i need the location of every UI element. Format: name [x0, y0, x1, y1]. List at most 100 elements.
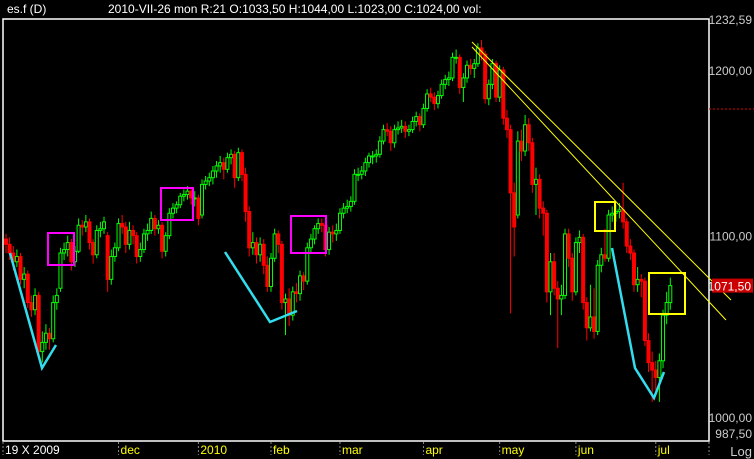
candle-body: [301, 275, 306, 282]
candle-body: [131, 229, 136, 237]
candle: [486, 79, 491, 106]
candle: [308, 233, 313, 254]
candle-body: [36, 294, 41, 353]
highlight-box: [290, 215, 327, 254]
candle: [602, 228, 607, 262]
candle: [225, 152, 230, 173]
candle: [563, 228, 568, 299]
candle: [247, 206, 252, 257]
candle-body: [160, 224, 165, 252]
candle-body: [298, 275, 303, 295]
candle: [254, 237, 259, 264]
candle-body: [345, 205, 350, 209]
candle: [272, 228, 277, 262]
candle: [243, 167, 248, 222]
candle: [566, 228, 571, 268]
candle-body: [588, 316, 593, 329]
candle: [102, 216, 107, 234]
candle-body: [276, 233, 281, 245]
log-scale-label[interactable]: Log: [730, 444, 752, 459]
candle-body: [319, 223, 324, 226]
candle: [334, 223, 339, 241]
candle-body: [432, 96, 437, 105]
candle-body: [334, 229, 339, 235]
candle-body: [54, 294, 59, 304]
time-tick-label: jun: [577, 443, 594, 457]
candle: [298, 270, 303, 301]
candle-body: [668, 285, 673, 304]
candle: [221, 157, 226, 180]
candle: [109, 249, 114, 285]
candle-body: [606, 214, 611, 259]
candle-body: [330, 231, 335, 235]
annotations: [8, 41, 732, 401]
candle-body: [214, 165, 219, 172]
candle: [396, 121, 401, 135]
candle: [51, 295, 56, 343]
candle-body: [635, 278, 640, 286]
candle: [570, 253, 575, 301]
highlight-box: [594, 201, 616, 232]
candle-body: [450, 56, 455, 79]
candle-body: [127, 229, 132, 245]
candle-body: [145, 229, 150, 235]
candle: [265, 256, 270, 292]
candle: [512, 182, 517, 257]
candle-body: [149, 217, 154, 231]
candle: [25, 270, 30, 308]
candle: [290, 286, 295, 321]
candle-body: [530, 142, 535, 185]
candle: [385, 123, 390, 137]
candle-body: [642, 280, 647, 342]
candle-body: [163, 235, 168, 252]
candle: [523, 114, 528, 156]
candle: [410, 116, 415, 133]
wedge-line: [223, 251, 298, 324]
candle-body: [501, 69, 506, 119]
candle-body: [439, 83, 444, 97]
candle: [170, 203, 175, 219]
candle: [417, 113, 422, 132]
candle: [483, 51, 488, 104]
candle: [261, 239, 266, 275]
candle: [120, 214, 125, 234]
candle-body: [359, 170, 364, 175]
candle-body: [483, 53, 488, 100]
candle-body: [261, 243, 266, 266]
candle-body: [120, 223, 125, 228]
candle-body: [51, 302, 56, 340]
candle-body: [65, 242, 70, 251]
candle: [581, 233, 586, 310]
candle-body: [69, 242, 74, 263]
candle: [345, 199, 350, 214]
candle: [584, 297, 589, 341]
time-tick-label: dec: [121, 443, 140, 457]
highlight-box: [648, 272, 686, 315]
candle-body: [181, 194, 186, 197]
candle-body: [512, 192, 517, 228]
candle: [316, 218, 321, 234]
candle: [214, 160, 219, 178]
candle: [653, 360, 658, 391]
candle-body: [421, 107, 426, 126]
price-tick-label: 987,50: [715, 427, 752, 441]
candle-body: [207, 177, 212, 182]
candle: [381, 124, 386, 145]
candle: [414, 111, 419, 127]
candle-body: [639, 278, 644, 282]
candle-body: [523, 124, 528, 152]
candle: [599, 247, 604, 273]
candle-body: [47, 332, 52, 340]
candle: [127, 221, 132, 250]
candle-body: [327, 231, 332, 251]
candle-body: [156, 224, 161, 230]
candle: [327, 227, 332, 255]
candle-body: [167, 212, 172, 237]
candle-body: [454, 56, 459, 59]
candle: [167, 208, 172, 240]
candle: [203, 176, 208, 190]
candle: [446, 71, 451, 86]
candle-body: [91, 242, 96, 256]
candle-body: [7, 243, 12, 254]
